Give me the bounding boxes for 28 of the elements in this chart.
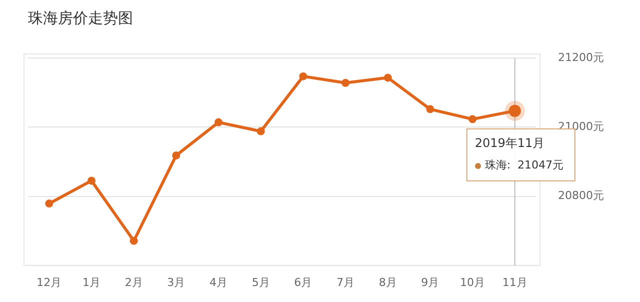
x-tick-label: 1月 [82, 276, 100, 289]
x-tick-label: 6月 [294, 276, 312, 289]
y-tick-label: 20800元 [558, 189, 604, 202]
point [299, 72, 308, 80]
point [342, 78, 350, 87]
point [172, 151, 180, 160]
point [426, 105, 434, 114]
point [88, 176, 96, 185]
x-tick-label: 7月 [336, 276, 355, 289]
x-tick-label: 11月 [502, 276, 528, 289]
point [384, 74, 392, 82]
x-tick-label: 3月 [167, 276, 186, 289]
annotation: 珠海: 21047元 [484, 158, 564, 172]
x-tick-label: 4月 [210, 276, 228, 289]
x-tick-label: 9月 [421, 276, 440, 289]
x-tick-label: 12月 [36, 276, 62, 289]
point [256, 127, 265, 136]
annotation: 2019年11月 [474, 136, 545, 150]
x-tick-label: 2月 [124, 276, 143, 289]
x-tick-label: 5月 [252, 276, 270, 289]
x-tick-label: 8月 [378, 276, 397, 289]
chart-title: 珠海房价走势图 [28, 8, 133, 27]
point [130, 236, 138, 245]
x-tick-label: 10月 [460, 276, 486, 289]
y-tick-label: 21200元 [558, 50, 604, 64]
point [45, 200, 54, 208]
point [214, 118, 223, 126]
point [468, 115, 477, 124]
